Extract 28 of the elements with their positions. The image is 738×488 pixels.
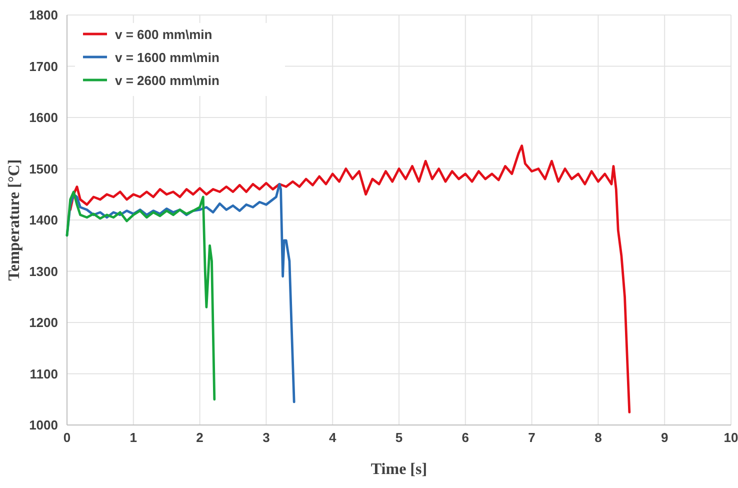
y-tick-label: 1400 [29, 212, 58, 228]
y-axis-title: Temperature [°C] [6, 159, 23, 281]
x-tick-label: 4 [328, 430, 337, 445]
line-series [66, 190, 216, 401]
y-tick-label: 1700 [29, 58, 58, 74]
legend-label: v = 2600 mm\min [115, 73, 220, 88]
legend-label: v = 1600 mm\min [115, 50, 220, 65]
line-series [69, 144, 631, 414]
y-tick-label: 1800 [29, 8, 58, 22]
y-tick-label: 1000 [29, 418, 58, 432]
legend-label: v = 600 mm\min [115, 27, 212, 42]
x-tick-label: 5 [395, 430, 403, 445]
y-tick-label: 1100 [30, 366, 58, 382]
y-tick-label: 1300 [29, 264, 58, 279]
x-tick-label: 0 [63, 430, 71, 445]
x-tick-label: 1 [130, 430, 138, 445]
y-tick-label: 1200 [29, 315, 58, 330]
y-tick-label: 1600 [29, 110, 58, 125]
x-tick-label: 2 [196, 430, 204, 445]
x-tick-label: 10 [724, 430, 738, 445]
x-axis-title: Time [s] [370, 461, 428, 478]
x-tick-label: 8 [594, 430, 602, 445]
line-series [66, 182, 296, 404]
x-tick-label: 6 [462, 430, 470, 445]
x-tick-label: 7 [528, 430, 536, 445]
x-tick-label: 3 [262, 430, 270, 445]
y-tick-label: 1500 [29, 161, 58, 176]
x-tick-label: 9 [660, 430, 668, 445]
